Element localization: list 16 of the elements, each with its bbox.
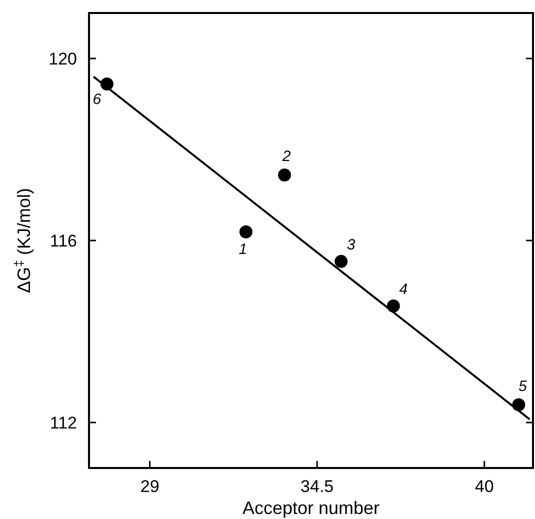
annotation: 2 (281, 148, 292, 165)
x-tick-label: 29 (140, 477, 160, 496)
point (278, 168, 292, 182)
x-axis-title: Acceptor number (242, 498, 380, 518)
annotation: 5 (518, 378, 528, 395)
y-tick-label: 116 (50, 232, 77, 250)
annotation: 1 (238, 240, 248, 258)
annotation: 3 (346, 236, 356, 254)
x-tick-label: 34.5 (300, 477, 334, 496)
point (334, 254, 348, 268)
y-tick-label: 112 (50, 414, 77, 432)
y-tick-label: 120 (48, 50, 77, 68)
annotation: 6 (92, 90, 102, 108)
annotation: 4 (399, 281, 408, 298)
x-tick-label: 40 (474, 477, 494, 496)
point (239, 225, 252, 238)
